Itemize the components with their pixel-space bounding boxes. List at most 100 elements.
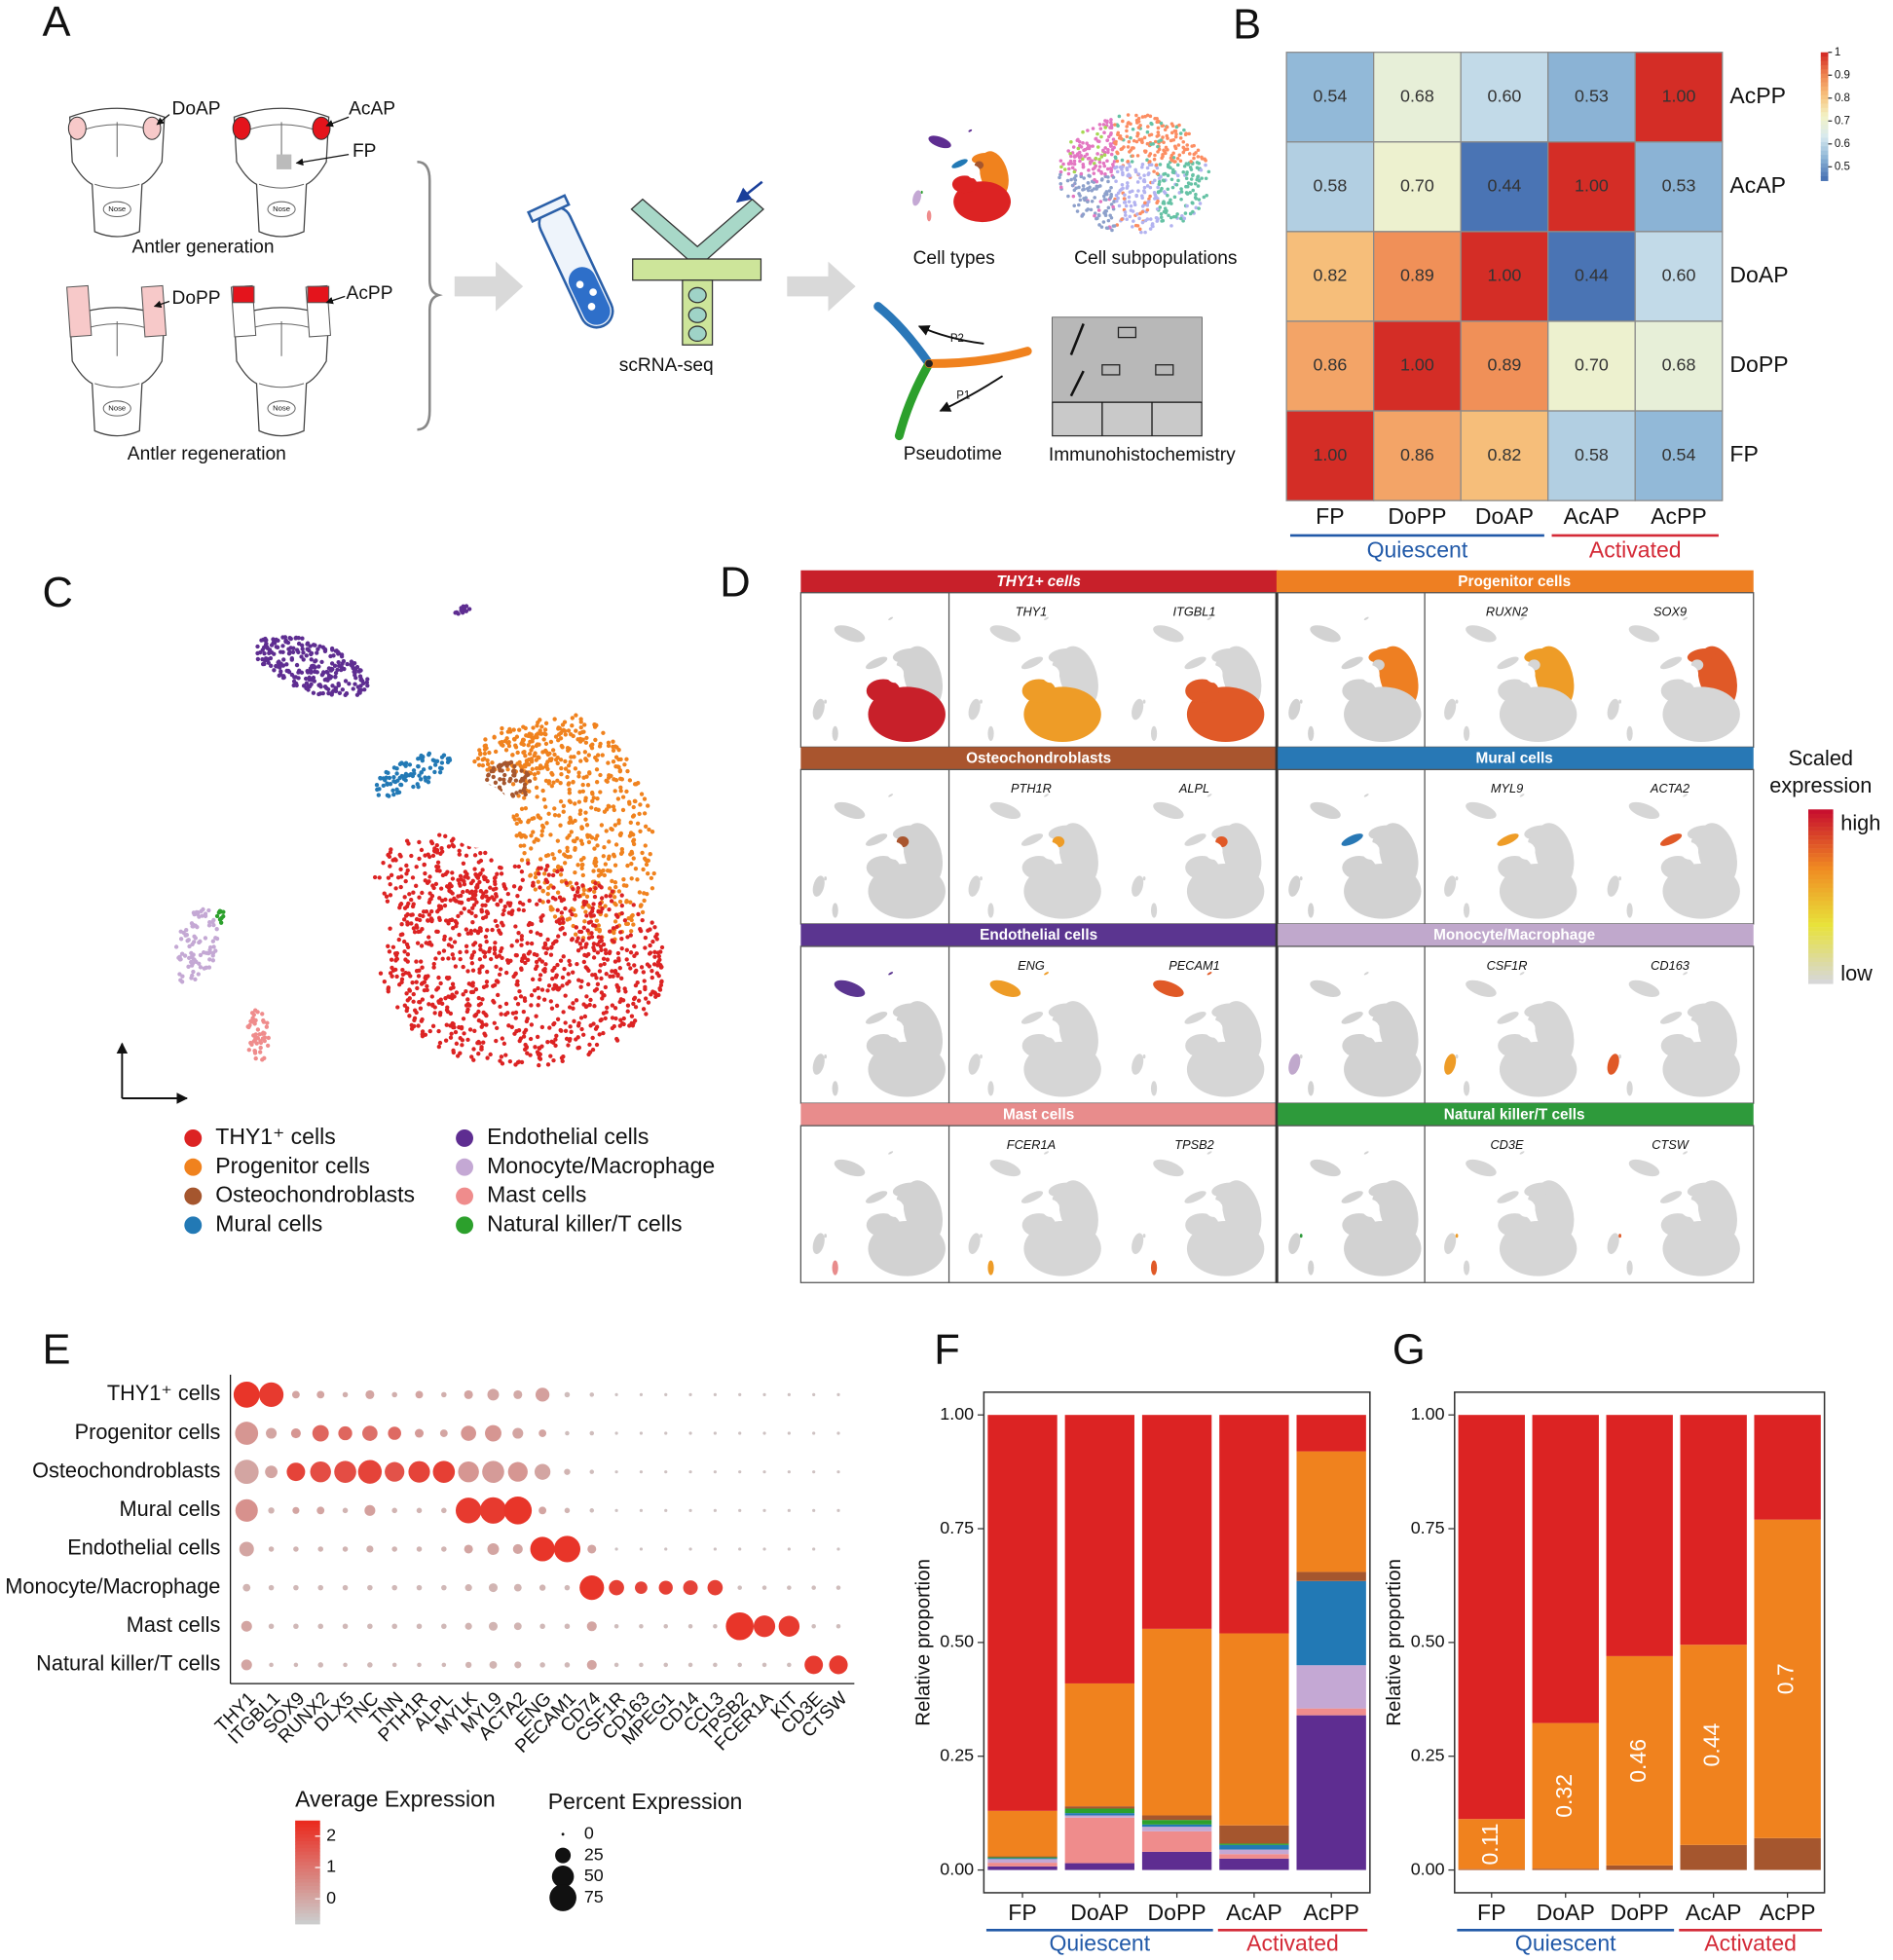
cell-point	[618, 786, 622, 790]
cell-point	[427, 942, 430, 945]
x-tick-label: AcPP	[1303, 1900, 1359, 1925]
label: AcPP	[347, 283, 393, 304]
cell-point	[480, 997, 484, 1001]
cell-point	[571, 1006, 575, 1010]
cell-point	[611, 1003, 614, 1007]
cell-point	[538, 1057, 542, 1061]
colorbar-step	[295, 1848, 320, 1852]
dot	[535, 1464, 550, 1480]
cell-point	[391, 775, 395, 779]
cell-point	[623, 918, 627, 922]
dot	[343, 1508, 349, 1514]
cell-point	[338, 691, 342, 695]
subpop-point	[1092, 167, 1095, 171]
subpop-point	[1146, 166, 1150, 170]
cell-point	[658, 987, 662, 991]
subpop-point	[1132, 128, 1135, 131]
mini-hole	[1042, 842, 1059, 860]
cell-point	[565, 1037, 569, 1041]
subpop-point	[1099, 200, 1103, 203]
cell-point	[472, 759, 476, 763]
cell-point	[607, 741, 611, 745]
subpop-point	[1097, 168, 1101, 172]
dot	[292, 1390, 300, 1398]
dot	[836, 1624, 841, 1629]
colorbar-step	[295, 1824, 320, 1828]
cell-point	[399, 783, 403, 787]
subpop-point	[1127, 145, 1131, 149]
dot	[343, 1623, 349, 1629]
bar-segment	[1142, 1827, 1211, 1831]
dot	[441, 1585, 447, 1591]
cell-point	[491, 984, 495, 988]
legend-swatch	[456, 1216, 473, 1234]
gene-label: MYL9	[1491, 781, 1523, 795]
cell-point	[453, 940, 457, 943]
subpop-point	[1146, 184, 1150, 188]
subpop-point	[1112, 175, 1116, 179]
cell-point	[527, 923, 531, 927]
cell-point	[613, 880, 617, 884]
cell-point	[427, 912, 431, 916]
cell-point	[280, 644, 284, 647]
subpop-point	[1117, 191, 1121, 195]
cell-point	[431, 854, 435, 858]
cell-point	[529, 930, 533, 934]
cell-point	[285, 669, 289, 673]
subpop-point	[1069, 160, 1073, 164]
cell-point	[583, 795, 587, 799]
cell-point	[174, 944, 178, 948]
cell-point	[488, 1053, 492, 1056]
cell-point	[620, 777, 624, 781]
dot	[663, 1624, 668, 1629]
dot	[738, 1393, 741, 1396]
cell-point	[480, 909, 484, 913]
cell-point	[535, 744, 538, 748]
cell-point	[575, 881, 578, 885]
cell-point	[585, 823, 589, 827]
cell-point	[207, 957, 211, 961]
mini-cluster	[927, 133, 953, 151]
cell-point	[336, 682, 340, 685]
cell-point	[266, 657, 270, 661]
cell-point	[417, 969, 421, 973]
cell-point	[574, 728, 577, 732]
cell-point	[471, 990, 475, 994]
bar-segment	[1533, 1868, 1599, 1869]
cell-point	[600, 1017, 604, 1021]
dot	[788, 1393, 791, 1396]
cell-point	[451, 952, 455, 956]
subpop-point	[1115, 200, 1119, 203]
mini-cluster	[1151, 903, 1157, 917]
subpop-point	[1073, 160, 1077, 164]
subpop-point	[1059, 166, 1063, 169]
cell-point	[512, 1032, 516, 1036]
colorbar-step	[1808, 944, 1834, 949]
cell-point	[590, 746, 594, 750]
subpop-point	[1080, 214, 1084, 218]
dot	[762, 1509, 765, 1512]
subpop-point	[1159, 163, 1163, 166]
cell-point	[464, 949, 468, 953]
cell-point	[645, 863, 649, 867]
subpop-point	[1116, 170, 1120, 174]
subpop-point	[1153, 191, 1157, 195]
cell-point	[393, 886, 397, 890]
cell-point	[329, 675, 333, 679]
cell-point	[568, 788, 572, 792]
subpop-point	[1185, 176, 1189, 180]
mini-cluster	[1020, 1010, 1044, 1027]
cell-point	[441, 957, 445, 961]
test-tube	[529, 196, 621, 334]
colorbar-step	[295, 1910, 320, 1914]
cell-point	[536, 731, 539, 735]
cell-point	[331, 653, 335, 657]
bar-segment	[1297, 1572, 1366, 1580]
subpop-point	[1141, 163, 1145, 166]
legend-label: Mast cells	[487, 1182, 586, 1207]
cell-point	[301, 647, 305, 650]
cell-point	[353, 682, 356, 685]
cell-point	[280, 650, 284, 654]
cell-point	[399, 885, 403, 889]
cell-point	[317, 683, 321, 686]
